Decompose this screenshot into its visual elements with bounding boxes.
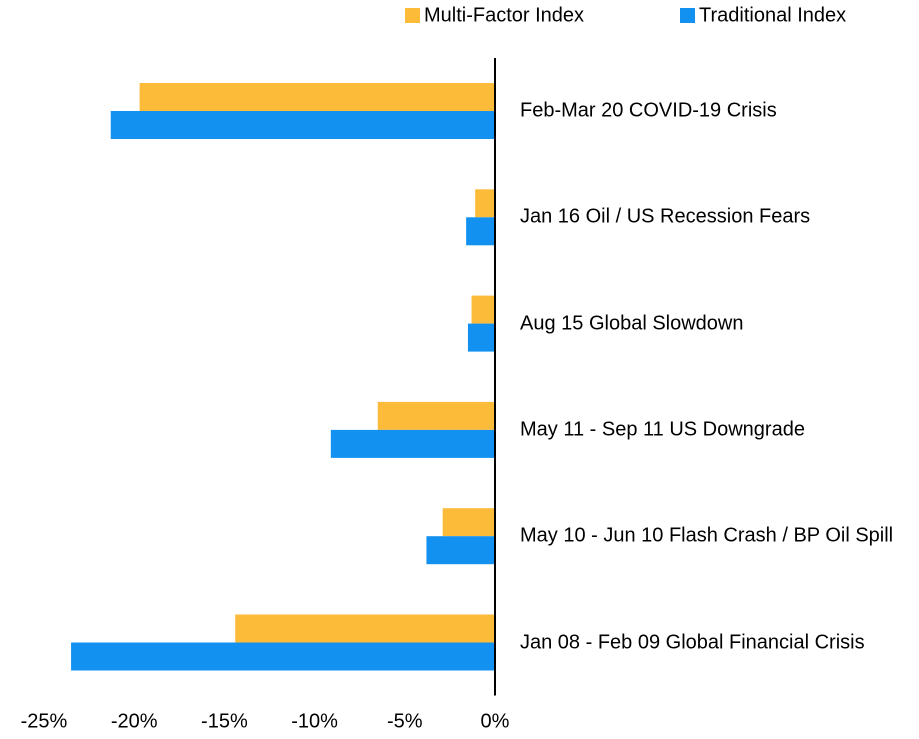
legend-label: Multi-Factor Index [424,4,584,26]
category-label: Jan 16 Oil / US Recession Fears [520,205,811,228]
legend-label: Traditional Index [699,4,846,26]
x-tick-label: -15% [201,710,248,732]
bar [377,401,495,430]
x-tick-label: -5% [387,710,423,732]
category-label: Jan 08 - Feb 09 Global Financial Crisis [520,631,865,653]
category-label: Aug 15 Global Slowdown [520,312,744,335]
bar [471,295,495,324]
bar [330,429,495,458]
bar [110,111,496,139]
category-label: Feb-Mar 20 COVID-19 Crisis [520,99,777,122]
bar [442,508,495,537]
x-tick-label: -20% [111,710,158,732]
bar [466,217,495,246]
bar [71,642,495,671]
bar [139,83,495,111]
category-label: May 10 - Jun 10 Flash Crash / BP Oil Spi… [520,524,894,547]
category-label: May 11 - Sep 11 US Downgrade [520,418,805,441]
bar [475,189,495,218]
bar [467,323,495,352]
bar [235,614,495,643]
bar [426,536,495,565]
legend-swatch [680,8,695,23]
legend-swatch [405,8,420,23]
x-tick-label: 0% [481,710,510,732]
x-tick-label: -10% [291,710,338,732]
x-tick-label: -25% [21,710,68,732]
